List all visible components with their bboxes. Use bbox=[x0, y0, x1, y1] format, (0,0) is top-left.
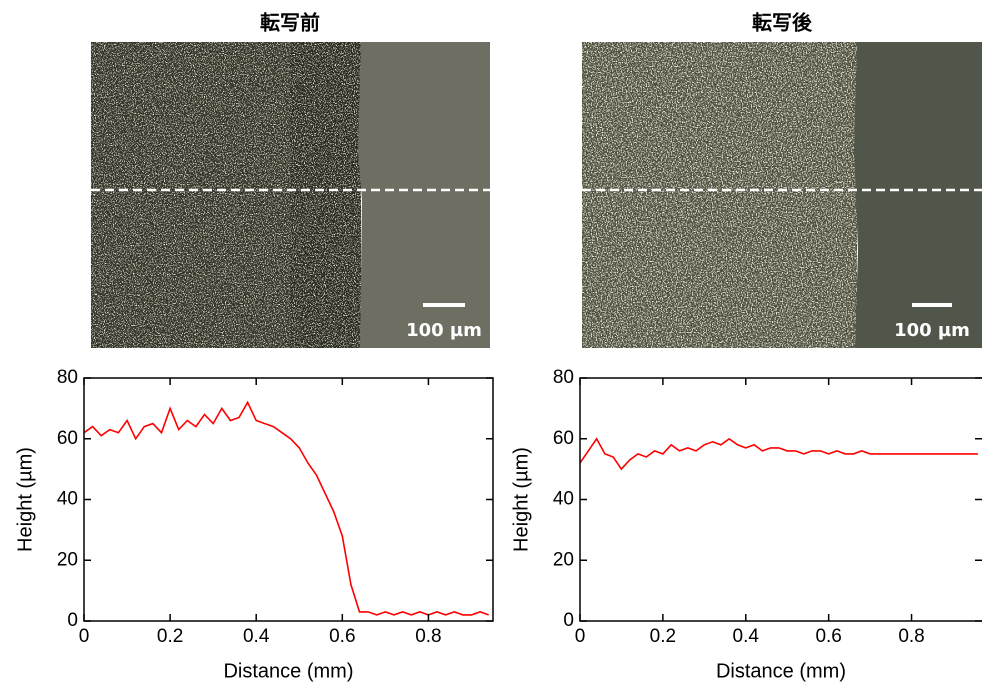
y-tick-label: 20 bbox=[57, 549, 78, 570]
micrograph bbox=[91, 42, 490, 348]
x-tick-label: 0.2 bbox=[157, 626, 183, 647]
y-tick-label: 60 bbox=[553, 428, 574, 449]
plot-frame bbox=[83, 377, 494, 622]
x-tick-label: 0.4 bbox=[733, 626, 760, 647]
data-line bbox=[83, 400, 489, 616]
y-tick-label: 80 bbox=[57, 367, 78, 388]
data-line bbox=[579, 437, 978, 471]
y-tick-label: 40 bbox=[553, 489, 574, 510]
x-tick-label: 0.8 bbox=[415, 626, 441, 647]
y-tick-label: 40 bbox=[57, 489, 78, 510]
x-tick-label: 0.4 bbox=[243, 626, 270, 647]
image-title: 転写後 bbox=[752, 11, 813, 35]
x-tick-label: 0 bbox=[79, 626, 90, 647]
x-tick-label: 0.2 bbox=[650, 626, 676, 647]
scale-bar-label: 100 µm bbox=[406, 320, 482, 341]
x-axis-label: Distance (mm) bbox=[716, 660, 846, 682]
x-axis-label: Distance (mm) bbox=[223, 660, 353, 682]
x-tick-label: 0.6 bbox=[815, 626, 841, 647]
scale-bar-label: 100 µm bbox=[894, 320, 970, 341]
y-tick-label: 20 bbox=[553, 549, 574, 570]
image-title: 転写前 bbox=[260, 11, 320, 35]
x-tick-label: 0.8 bbox=[898, 626, 924, 647]
y-axis-label: Height (µm) bbox=[510, 447, 532, 552]
plot-frame bbox=[579, 377, 982, 622]
x-tick-label: 0.6 bbox=[329, 626, 355, 647]
x-tick-label: 0 bbox=[575, 626, 586, 647]
y-tick-label: 80 bbox=[553, 367, 574, 388]
y-tick-label: 0 bbox=[67, 610, 78, 631]
y-tick-label: 0 bbox=[563, 610, 574, 631]
micrograph bbox=[582, 42, 982, 348]
y-axis-label: Height (µm) bbox=[14, 447, 36, 552]
y-tick-label: 60 bbox=[57, 428, 78, 449]
